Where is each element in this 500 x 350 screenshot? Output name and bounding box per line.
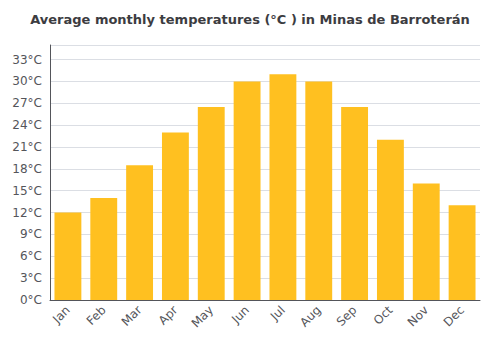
svg-text:Nov: Nov [405,303,431,329]
svg-text:Jun: Jun [228,303,252,327]
svg-text:Oct: Oct [371,303,396,328]
svg-text:27°C: 27°C [12,96,42,110]
svg-text:21°C: 21°C [12,140,42,154]
svg-text:May: May [189,303,216,330]
svg-text:Average monthly temperatures (: Average monthly temperatures (°C ) in Mi… [30,12,470,27]
svg-text:0°C: 0°C [20,293,42,307]
svg-text:9°C: 9°C [20,227,42,241]
svg-text:3°C: 3°C [20,271,42,285]
svg-text:Feb: Feb [84,303,109,328]
svg-text:Jul: Jul [267,303,288,324]
svg-text:6°C: 6°C [20,249,42,263]
svg-text:Aug: Aug [297,303,323,329]
svg-text:18°C: 18°C [12,162,42,176]
svg-text:15°C: 15°C [12,184,42,198]
svg-text:12°C: 12°C [12,206,42,220]
svg-text:Dec: Dec [441,303,467,329]
svg-text:Jan: Jan [49,303,73,327]
svg-text:30°C: 30°C [12,74,42,88]
svg-text:24°C: 24°C [12,118,42,132]
svg-text:Mar: Mar [119,303,145,329]
svg-text:Sep: Sep [334,303,360,329]
svg-text:33°C: 33°C [12,53,42,67]
svg-text:Apr: Apr [156,303,181,328]
